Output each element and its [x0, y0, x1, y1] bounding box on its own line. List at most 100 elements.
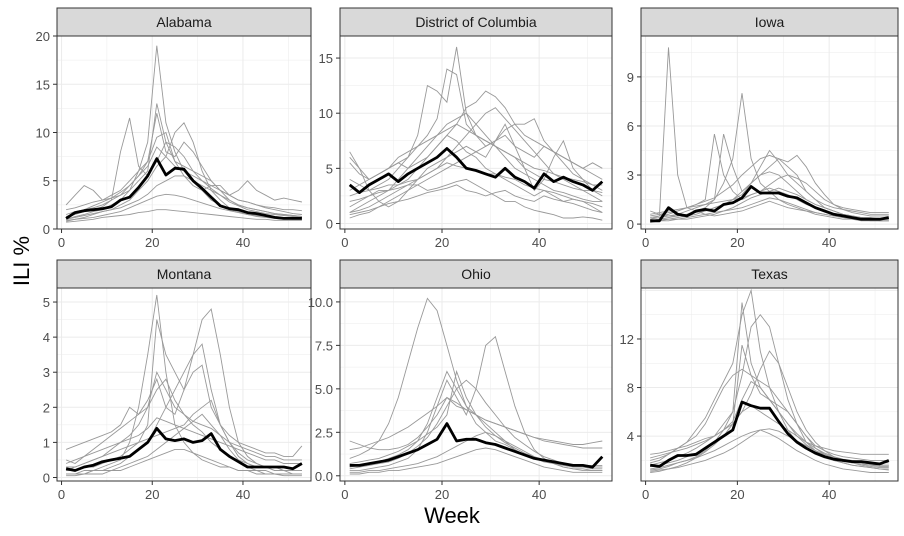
y-tick-label: 1	[43, 435, 50, 450]
panel-iowa: Iowa 0 20 40 0 3 6 9	[627, 7, 899, 250]
x-axis-title: Week	[424, 503, 480, 528]
season-line	[65, 417, 302, 464]
x-tick-label: 20	[145, 235, 159, 250]
y-tick-label: 3	[627, 168, 634, 183]
y-axis-title: ILI %	[9, 235, 34, 287]
mean-line	[65, 427, 303, 472]
season-line	[650, 429, 889, 473]
season-line	[349, 178, 603, 221]
series-group	[348, 46, 604, 221]
y-tick-label: 0	[326, 216, 333, 231]
season-line	[349, 123, 603, 191]
x-tick-label: 0	[642, 487, 649, 502]
y-tick-label: 0	[43, 470, 50, 485]
season-line	[349, 184, 603, 216]
facet-title: Alabama	[156, 14, 211, 30]
panel-texas: Texas 0 20 40 4 8 12	[620, 259, 899, 502]
x-tick-label: 20	[730, 235, 744, 250]
facet-title: Iowa	[755, 14, 785, 30]
y-tick-label: 3	[43, 365, 50, 380]
season-line	[65, 364, 303, 457]
season-line	[66, 448, 302, 477]
panel-ohio: Ohio 0 20 40 0.0 2.5 5.0 7.5 10.0	[308, 259, 613, 502]
y-tick-label: 2	[43, 400, 50, 415]
facet-strip	[339, 259, 613, 289]
x-tick-label: 40	[822, 235, 836, 250]
mean-line	[650, 185, 890, 223]
series-group	[650, 47, 890, 223]
season-line	[66, 294, 302, 475]
y-tick-label: 5	[326, 161, 333, 176]
season-line	[650, 187, 889, 223]
y-tick-label: 5	[43, 174, 50, 189]
y-tick-label: 9	[627, 70, 634, 85]
facet-title: Ohio	[461, 266, 491, 282]
facet-strip	[56, 259, 312, 289]
season-line	[65, 117, 302, 218]
y-tick-label: 15	[36, 77, 50, 92]
series-group	[65, 294, 303, 477]
plot-background	[641, 36, 898, 229]
season-line	[650, 368, 889, 461]
y-tick-label: 5.0	[315, 382, 333, 397]
facet-title: Texas	[751, 266, 788, 282]
season-line	[66, 103, 302, 212]
plot-background	[57, 288, 311, 481]
x-tick-label: 0	[58, 235, 65, 250]
y-tick-label: 20	[36, 29, 50, 44]
y-tick-label: 4	[43, 330, 50, 345]
gridlines	[641, 36, 898, 229]
mean-line	[349, 422, 604, 469]
y-tick-label: 10.0	[308, 295, 333, 310]
facet-strip	[640, 7, 899, 37]
panel-border	[640, 35, 899, 230]
plot-background	[641, 288, 898, 481]
mean-line	[348, 147, 604, 194]
season-line	[349, 123, 603, 208]
y-tick-label: 2.5	[315, 425, 333, 440]
gridlines	[57, 36, 311, 229]
season-line	[650, 154, 889, 217]
x-tick-label: 40	[532, 235, 546, 250]
season-line	[650, 174, 889, 215]
x-tick-label: 20	[435, 487, 449, 502]
season-line	[349, 90, 603, 213]
y-tick-label: 6	[627, 119, 634, 134]
facet-title: Montana	[157, 266, 212, 282]
x-tick-label: 20	[730, 487, 744, 502]
panel-border	[339, 35, 613, 230]
y-tick-label: 5	[43, 295, 50, 310]
x-tick-label: 0	[642, 235, 649, 250]
panel-alabama: Alabama 0 20 40 0 5 10 15 20	[36, 7, 312, 250]
season-line	[349, 447, 603, 475]
x-tick-label: 0	[58, 487, 65, 502]
x-tick-label: 20	[435, 235, 449, 250]
season-line	[66, 175, 302, 220]
facet-title: District of Columbia	[415, 14, 537, 30]
series-group	[65, 45, 302, 223]
panel-district-of-columbia: District of Columbia 0 20 40 0 5 10 15	[319, 7, 613, 250]
y-tick-label: 10	[36, 126, 50, 141]
y-tick-label: 0	[43, 222, 50, 237]
facet-strip	[640, 259, 899, 289]
season-line	[65, 370, 302, 465]
mean-line	[650, 400, 890, 468]
x-tick-label: 0	[341, 487, 348, 502]
x-tick-label: 40	[822, 487, 836, 502]
y-tick-label: 10	[319, 106, 333, 121]
gridlines	[340, 288, 612, 481]
x-tick-label: 40	[236, 235, 250, 250]
y-tick-label: 15	[319, 51, 333, 66]
season-line	[349, 431, 603, 473]
x-tick-label: 0	[341, 235, 348, 250]
y-tick-label: 7.5	[315, 338, 333, 353]
x-tick-label: 40	[532, 487, 546, 502]
y-tick-label: 0.0	[315, 469, 333, 484]
panel-border	[640, 287, 899, 482]
season-line	[349, 134, 603, 213]
panel-montana: Montana 0 20 40 0 1 2 3 4 5	[43, 259, 312, 502]
y-tick-label: 12	[620, 332, 634, 347]
y-tick-label: 8	[627, 381, 634, 396]
season-line	[66, 209, 302, 223]
